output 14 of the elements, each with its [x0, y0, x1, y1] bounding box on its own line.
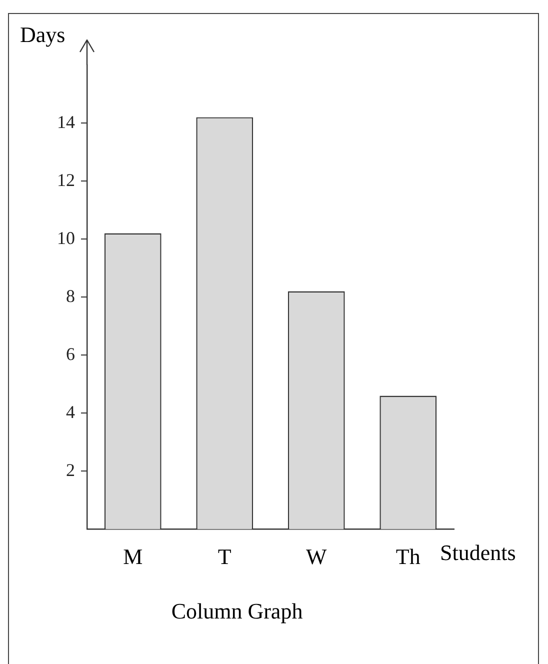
y-tick-label: 12: [57, 170, 75, 190]
x-tick-label: M: [123, 544, 143, 570]
text: Column Graph: [171, 598, 303, 624]
y-axis-title: Days: [20, 22, 66, 47]
y-tick-label: 2: [66, 460, 75, 480]
y-tick-label: 6: [66, 344, 75, 364]
y-tick-label: 4: [66, 402, 75, 422]
x-tick-label: Th: [396, 544, 420, 570]
y-tick-label: 14: [57, 112, 75, 132]
x-tick-label: W: [306, 544, 327, 570]
y-tick-label: 10: [57, 228, 75, 248]
x-tick-label: T: [218, 544, 232, 570]
y-tick-label: 8: [66, 286, 75, 306]
x-axis-title: Students: [440, 540, 516, 565]
